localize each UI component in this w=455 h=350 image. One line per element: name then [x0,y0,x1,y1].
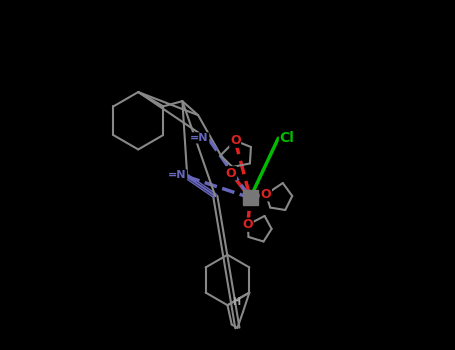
Text: =N: =N [190,133,209,143]
Text: O: O [230,134,241,147]
Text: O: O [261,188,271,201]
Text: H: H [232,298,240,307]
Text: O: O [243,218,253,231]
Bar [243,190,258,205]
Text: =N: =N [168,170,187,180]
Text: O: O [226,167,236,180]
Text: Cl: Cl [279,131,294,145]
